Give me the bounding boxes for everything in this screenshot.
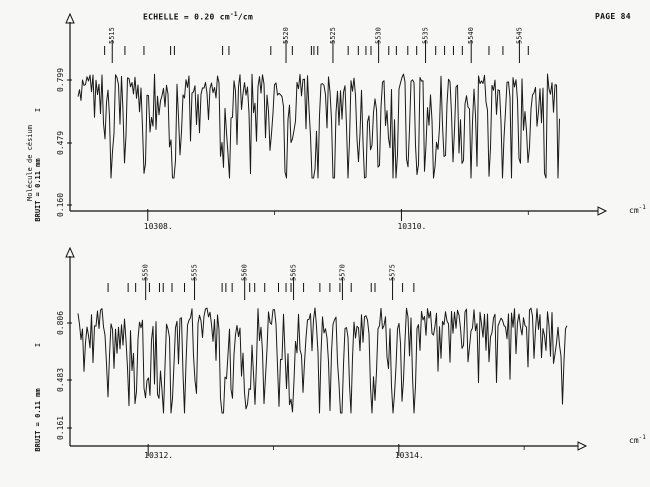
line-number-label: 5530 xyxy=(375,27,383,44)
line-number-label: 5545 xyxy=(515,27,523,44)
spectrum-trace xyxy=(77,307,568,414)
y-label-noise: BRUIT = 0.11 mm xyxy=(34,158,42,221)
x-tick-label: 10312. xyxy=(144,451,173,460)
y-label-noise: BRUIT = 0.11 mm xyxy=(34,388,42,451)
y-label-intensity: I xyxy=(34,108,42,112)
x-tick-label: 10308. xyxy=(144,222,173,231)
line-number-label: 5550 xyxy=(142,264,150,281)
x-tick-label: 10314. xyxy=(395,451,424,460)
line-number-label: 5525 xyxy=(329,27,337,44)
line-number-label: 5575 xyxy=(389,264,397,281)
line-number-label: 5540 xyxy=(467,27,475,44)
x-axis-arrow xyxy=(577,441,588,451)
x-unit-label: cm-1 xyxy=(629,434,646,445)
y-tick-label: 0.799 xyxy=(56,68,65,92)
x-axis-arrow xyxy=(597,206,608,216)
chart-panel-1: cm-1 10308. 10310. 0.160 0.479 0.799 I BRUIT = … xyxy=(26,12,646,231)
line-number-label: 5565 xyxy=(290,264,298,281)
page-number: PAGE 84 xyxy=(595,12,631,21)
line-number-label: 5520 xyxy=(282,27,290,44)
x-tick-label: 10310. xyxy=(397,222,426,231)
x-unit-label: cm-1 xyxy=(629,204,646,215)
line-number-label: 5535 xyxy=(422,27,430,44)
y-tick-label: 0.483 xyxy=(56,368,65,392)
line-number-label: 5560 xyxy=(241,264,249,281)
y-tick-label: 0.479 xyxy=(56,131,65,155)
scale-label: ECHELLE = 0.20 cm-1/cm xyxy=(143,11,254,22)
line-number-label: 5555 xyxy=(191,264,199,281)
y-axis-arrow xyxy=(65,12,75,24)
y-label-molecule: Molécule de césium xyxy=(26,125,34,201)
y-tick-label: 0.806 xyxy=(56,311,65,335)
line-number-label: 5570 xyxy=(338,264,346,281)
y-tick-label: 0.161 xyxy=(56,416,65,440)
chart-panel-2: cm-1 10312. 10314. 0.161 0.483 0.806 I BRUIT = … xyxy=(34,246,646,460)
spectrum-trace xyxy=(77,73,560,179)
y-label-intensity: I xyxy=(34,343,42,347)
y-axis-arrow xyxy=(65,246,75,258)
line-number-label: 5515 xyxy=(108,27,116,44)
y-tick-label: 0.160 xyxy=(56,193,65,217)
